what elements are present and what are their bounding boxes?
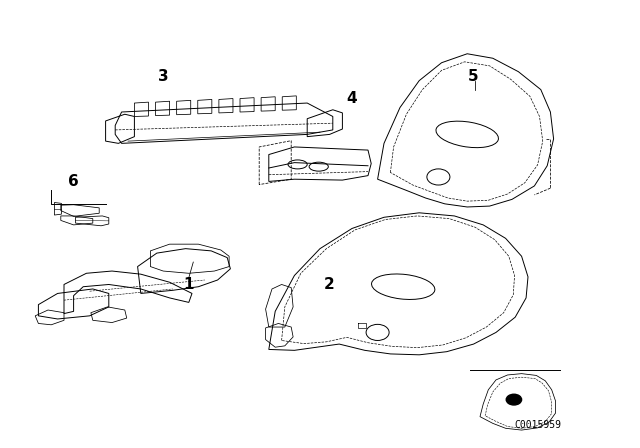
Text: 1: 1 (184, 277, 194, 292)
Text: 3: 3 (158, 69, 168, 84)
Text: 5: 5 (468, 69, 479, 84)
Text: 2: 2 (324, 277, 335, 292)
Circle shape (506, 394, 522, 405)
Text: 4: 4 (347, 91, 357, 106)
Text: C0015959: C0015959 (514, 420, 561, 430)
Text: 6: 6 (68, 174, 79, 189)
